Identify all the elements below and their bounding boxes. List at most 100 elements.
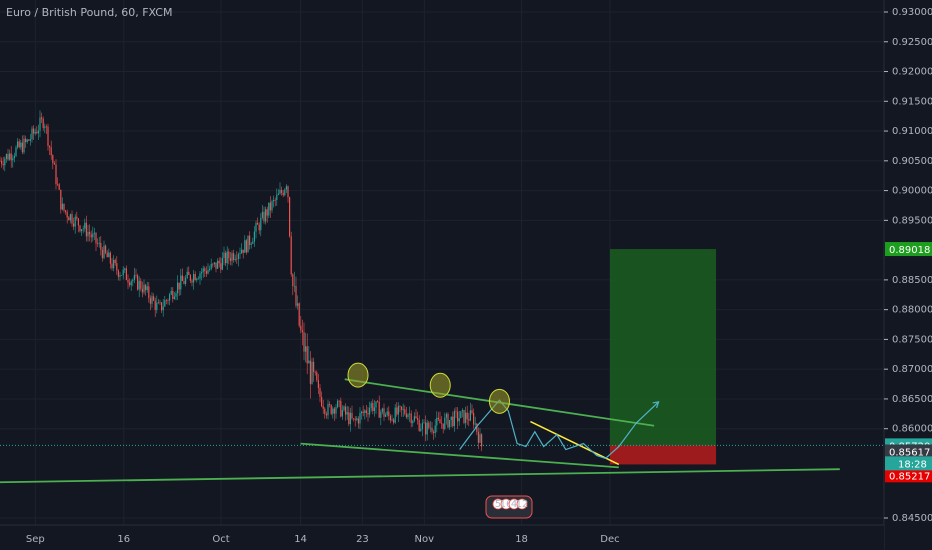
candle-body <box>281 190 283 193</box>
candle-body <box>153 296 155 301</box>
candle-body <box>97 243 99 245</box>
candle-body <box>76 216 78 219</box>
candle-body <box>298 303 300 326</box>
candle-body <box>253 231 255 242</box>
candle-body <box>36 132 38 134</box>
candle-body <box>354 418 356 420</box>
candle-body <box>245 240 247 253</box>
candle-body <box>111 263 113 269</box>
price-tag <box>885 444 932 459</box>
event-badge-label: 4 <box>511 499 517 510</box>
candle-body <box>215 262 217 269</box>
candle-body <box>389 416 391 421</box>
highlight-marker <box>429 372 451 398</box>
candle-body <box>321 396 323 407</box>
candle-body <box>151 296 153 304</box>
candle-body <box>362 411 364 413</box>
candle-body <box>353 418 355 419</box>
candle-body <box>47 126 49 146</box>
candle-body <box>210 263 212 269</box>
candle-body <box>381 408 383 412</box>
candle-body <box>223 252 225 258</box>
candle-body <box>434 425 436 434</box>
candle-body <box>49 145 51 148</box>
candle-body <box>2 163 4 166</box>
candle-body <box>45 126 47 128</box>
candle-body <box>0 160 1 162</box>
candle-body <box>137 275 139 290</box>
candle-body <box>412 420 414 424</box>
candle-body <box>149 298 151 304</box>
candle-body <box>12 158 14 161</box>
candle-body <box>57 184 59 185</box>
candle-body <box>447 414 449 428</box>
price-axis-label: 0.90000 <box>892 186 932 197</box>
candle-body <box>114 259 116 264</box>
candle-body <box>463 410 465 423</box>
candle-body <box>378 401 380 418</box>
candle-body <box>314 371 316 373</box>
candle-body <box>226 251 228 264</box>
candle-body <box>466 412 468 420</box>
candle-body <box>9 153 11 160</box>
price-axis-label: 0.87000 <box>892 364 932 375</box>
candle-body <box>103 245 105 259</box>
candle-body <box>407 414 409 418</box>
candle-body <box>41 117 43 119</box>
candle-body <box>249 235 251 245</box>
candle-body <box>101 249 103 259</box>
price-axis-label: 0.87500 <box>892 334 932 345</box>
candle-body <box>236 258 238 260</box>
candle-body <box>297 303 299 306</box>
candle-body <box>218 260 220 264</box>
candle-body <box>274 199 276 201</box>
candle-body <box>266 209 268 216</box>
candle-body <box>221 257 223 270</box>
candle-body <box>52 155 54 164</box>
candle-body <box>23 138 25 153</box>
candle-body <box>361 411 363 414</box>
price-tag-label: 0.89018 <box>889 245 930 256</box>
candle-body <box>380 411 382 418</box>
candle-body <box>261 211 263 218</box>
candle-body <box>423 422 425 424</box>
candle-body <box>199 273 201 279</box>
candle-body <box>84 222 86 229</box>
candle-body <box>140 280 142 289</box>
candle-body <box>375 401 377 408</box>
candle-body <box>329 404 331 406</box>
candle-body <box>300 325 302 331</box>
candle-body <box>127 279 129 283</box>
candle-body <box>437 417 439 420</box>
candle-body <box>33 128 35 134</box>
candle-body <box>319 387 321 397</box>
time-axis-label: 14 <box>294 534 307 545</box>
candle-body <box>44 126 46 128</box>
candle-body <box>265 209 267 222</box>
price-axis-label: 0.91500 <box>892 96 932 107</box>
price-axis-label: 0.93000 <box>892 7 932 18</box>
candle-body <box>468 419 470 421</box>
candle-body <box>279 190 281 194</box>
candle-body <box>193 274 195 283</box>
candle-body <box>15 147 17 156</box>
candle-body <box>225 252 227 264</box>
candle-body <box>285 186 287 190</box>
candle-body <box>335 407 337 414</box>
candle-body <box>377 401 379 402</box>
candle-body <box>340 400 342 417</box>
candle-body <box>5 154 7 159</box>
candle-body <box>217 260 219 269</box>
time-axis <box>0 525 884 550</box>
price-axis-label: 0.89500 <box>892 215 932 226</box>
candle-body <box>117 270 119 277</box>
countdown-label: 18:28 <box>898 459 927 470</box>
candle-body <box>26 139 28 142</box>
candle-body <box>39 117 41 131</box>
candle-body <box>293 285 295 287</box>
candle-body <box>273 199 275 202</box>
candle-body <box>405 413 407 418</box>
candle-body <box>425 422 427 435</box>
candle-body <box>95 232 97 244</box>
